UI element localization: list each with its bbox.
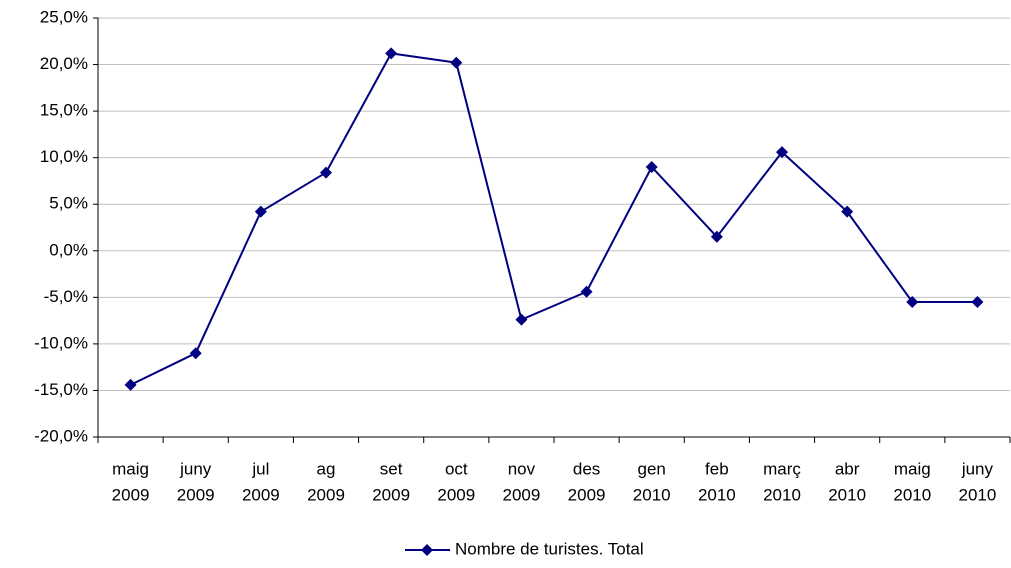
x-tick-label: 2010 xyxy=(828,485,866,504)
x-tick-label: nov xyxy=(508,459,536,478)
x-tick-label: 2009 xyxy=(372,485,410,504)
x-tick-label: maig xyxy=(112,459,149,478)
x-tick-label: 2010 xyxy=(633,485,671,504)
legend-marker xyxy=(421,544,433,556)
x-tick-label: feb xyxy=(705,459,729,478)
x-tick-label: març xyxy=(763,459,801,478)
point xyxy=(189,347,202,360)
x-tick-label: 2009 xyxy=(568,485,606,504)
y-tick-label: 5,0% xyxy=(49,194,88,213)
point xyxy=(254,205,267,218)
point xyxy=(320,166,332,179)
x-tick-label: 2010 xyxy=(893,485,931,504)
x-tick-label: 2010 xyxy=(763,485,801,504)
y-tick-label: -10,0% xyxy=(34,333,88,352)
x-tick-label: 2009 xyxy=(437,485,475,504)
x-tick-label: 2009 xyxy=(112,485,150,504)
point xyxy=(124,378,137,391)
legend-label: Nombre de turistes. Total xyxy=(455,539,644,558)
x-tick-label: des xyxy=(573,459,600,478)
y-tick-label: 0,0% xyxy=(49,240,88,259)
x-tick-label: 2009 xyxy=(242,485,280,504)
y-tick-label: -5,0% xyxy=(44,287,88,306)
x-tick-label: 2009 xyxy=(503,485,541,504)
x-tick-label: oct xyxy=(445,459,468,478)
x-tick-label: 2010 xyxy=(959,485,997,504)
x-tick-label: jul xyxy=(251,459,269,478)
point xyxy=(906,295,919,308)
y-tick-label: 15,0% xyxy=(40,101,88,120)
x-tick-label: abr xyxy=(835,459,860,478)
point xyxy=(450,56,463,69)
x-tick-label: maig xyxy=(894,459,931,478)
x-tick-label: 2009 xyxy=(177,485,215,504)
y-tick-label: 25,0% xyxy=(40,7,88,26)
y-tick-label: -20,0% xyxy=(34,426,88,445)
point xyxy=(971,295,984,308)
x-tick-label: gen xyxy=(638,459,666,478)
x-tick-label: 2010 xyxy=(698,485,736,504)
x-tick-label: juny xyxy=(179,459,212,478)
point xyxy=(776,146,788,159)
y-tick-label: 20,0% xyxy=(40,54,88,73)
x-tick-label: set xyxy=(380,459,403,478)
x-tick-label: ag xyxy=(317,459,336,478)
series-line xyxy=(130,52,978,386)
x-tick-label: juny xyxy=(961,459,994,478)
point xyxy=(645,160,658,173)
y-tick-label: -15,0% xyxy=(34,380,88,399)
point xyxy=(841,205,854,218)
point xyxy=(710,230,723,243)
point xyxy=(385,47,398,60)
point xyxy=(515,313,528,326)
x-tick-label: 2009 xyxy=(307,485,345,504)
point xyxy=(580,285,593,298)
y-tick-label: 10,0% xyxy=(40,147,88,166)
